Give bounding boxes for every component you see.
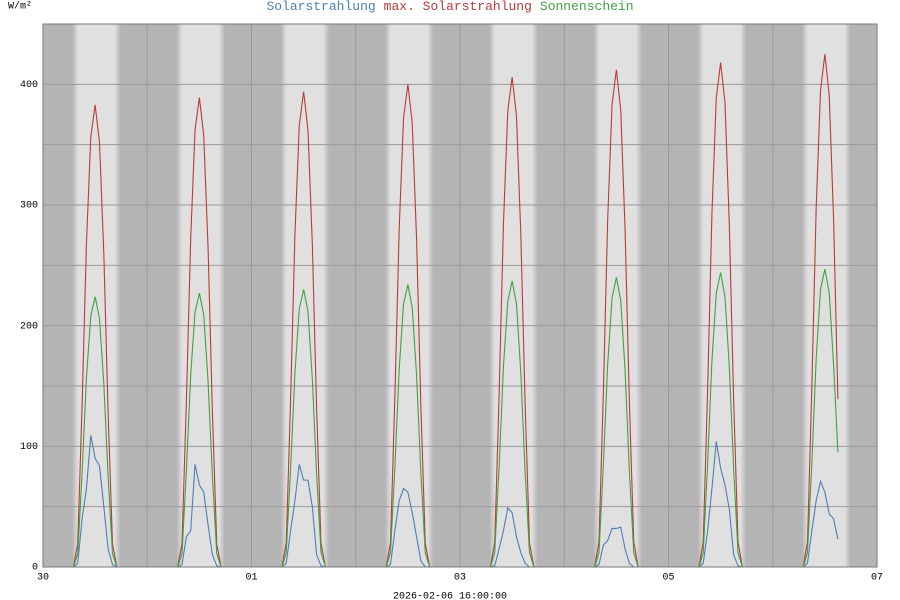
plot-frame	[42, 23, 878, 568]
legend-entry: max. Solarstrahlung	[383, 0, 532, 14]
y-tick-label: 0	[32, 563, 38, 574]
legend-entry: Solarstrahlung	[266, 0, 376, 14]
legend-entry: Sonnenschein	[539, 0, 634, 14]
daylight-band	[489, 24, 538, 567]
y-tick-label: 300	[20, 201, 38, 212]
y-tick-label: 200	[20, 321, 38, 332]
daylight-band	[593, 24, 642, 567]
x-tick-label: 01	[245, 573, 257, 584]
y-axis-unit: W/m²	[8, 1, 32, 13]
legend: Solarstrahlung max. Solarstrahlung Sonnens…	[0, 0, 900, 14]
series-line	[43, 268, 839, 568]
x-tick-label: 05	[662, 573, 674, 584]
y-tick-label: 400	[20, 80, 38, 91]
x-tick-label: 03	[454, 573, 466, 584]
x-tick-label: 30	[37, 573, 49, 584]
footer-timestamp: 2026-02-06 16:00:00	[393, 592, 507, 600]
y-tick-label: 100	[20, 442, 38, 453]
daylight-band	[697, 24, 747, 567]
x-tick-label: 07	[871, 573, 883, 584]
daylight-band	[801, 24, 851, 567]
